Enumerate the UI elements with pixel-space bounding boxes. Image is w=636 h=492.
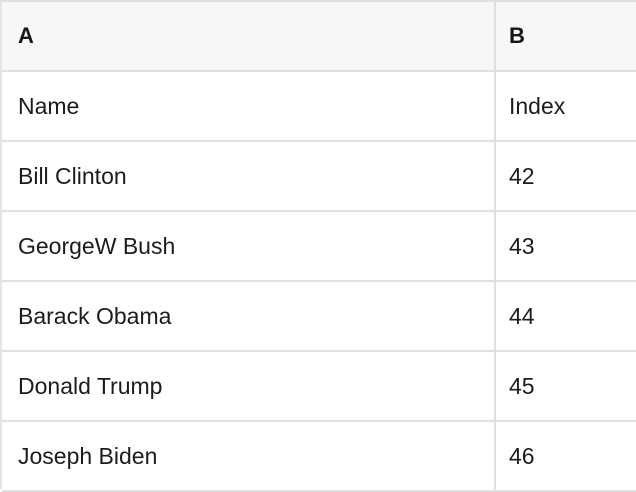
table-cell[interactable]: 43 — [509, 232, 535, 259]
table-cell[interactable]: Index — [509, 92, 566, 119]
table-cell[interactable]: Bill Clinton — [2, 142, 496, 210]
table-cell[interactable]: 45 — [509, 372, 535, 399]
column-header-a[interactable]: A — [2, 2, 496, 70]
table-row: Donald Trump 45 — [2, 352, 636, 422]
table-cell[interactable]: Joseph Biden — [2, 422, 496, 490]
table-row: Joseph Biden 46 — [2, 422, 636, 492]
table-cell[interactable]: Name — [2, 72, 496, 140]
table-cell[interactable]: Donald Trump — [2, 352, 496, 420]
table-body: Name Index Bill Clinton 42 GeorgeW Bush 43 Bar… — [2, 72, 636, 492]
column-header-row: A B — [2, 2, 636, 72]
table-cell[interactable]: Barack Obama — [2, 282, 496, 350]
table-row: Name Index — [2, 72, 636, 142]
table-cell[interactable]: GeorgeW Bush — [2, 212, 496, 280]
table-cell[interactable]: 42 — [509, 162, 535, 189]
table-row: Barack Obama 44 — [2, 282, 636, 352]
table-cell[interactable]: 44 — [509, 302, 535, 329]
table-row: GeorgeW Bush 43 — [2, 212, 636, 282]
table-row: Bill Clinton 42 — [2, 142, 636, 212]
column-header-b[interactable]: B — [509, 23, 525, 48]
table-cell[interactable]: 46 — [509, 442, 535, 469]
